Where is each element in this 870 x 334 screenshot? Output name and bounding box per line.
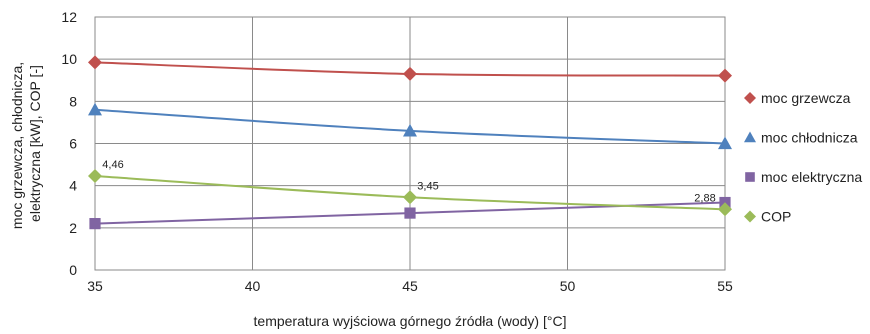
x-tick-label: 40 bbox=[245, 278, 261, 294]
data-point-moc-chlodnicza bbox=[88, 102, 102, 116]
x-tick-label: 45 bbox=[402, 278, 418, 294]
x-tick-label: 35 bbox=[87, 278, 103, 294]
x-tick-label: 50 bbox=[560, 278, 576, 294]
legend-label-moc-grzewcza: moc grzewcza bbox=[761, 90, 851, 106]
y-tick-label: 4 bbox=[69, 178, 77, 194]
data-point-cop bbox=[718, 202, 732, 217]
data-label: 2,88 bbox=[694, 192, 715, 204]
data-point-moc-chlodnicza bbox=[403, 123, 417, 137]
y-axis-label-line-2: elektryczna [kW], COP [-] bbox=[27, 65, 43, 222]
data-labels: 4,46 3,45 2,88 bbox=[102, 159, 715, 204]
data-point-moc-grzewcza bbox=[403, 66, 417, 81]
x-axis-ticks: 35 40 45 50 55 bbox=[87, 278, 733, 294]
legend-marker-moc-elektryczna bbox=[745, 172, 755, 182]
legend-marker-cop bbox=[744, 210, 756, 223]
legend-marker-moc-chlodnicza bbox=[744, 131, 756, 143]
legend-label-moc-chlodnicza: moc chłodnicza bbox=[761, 130, 858, 146]
data-point-moc-elektryczna bbox=[89, 218, 101, 230]
data-point-moc-grzewcza bbox=[88, 55, 102, 70]
data-label: 3,45 bbox=[417, 180, 438, 192]
legend-label-moc-elektryczna: moc elektryczna bbox=[761, 169, 862, 185]
y-axis-label-line-1: moc grzewcza, chłodnicza, bbox=[9, 62, 25, 229]
y-axis-ticks: 0 2 4 6 8 10 12 bbox=[61, 9, 77, 278]
series-group bbox=[88, 55, 732, 230]
y-axis-label: moc grzewcza, chłodnicza, elektryczna [k… bbox=[9, 58, 43, 229]
x-tick-label: 55 bbox=[717, 278, 733, 294]
legend-marker-moc-grzewcza bbox=[744, 92, 756, 104]
data-point-moc-elektryczna bbox=[404, 207, 416, 219]
legend: moc grzewcza moc chłodnicza moc elektryczn… bbox=[744, 90, 862, 225]
data-point-moc-chlodnicza bbox=[718, 136, 732, 150]
y-tick-label: 12 bbox=[61, 9, 77, 25]
y-tick-label: 2 bbox=[69, 220, 77, 236]
y-tick-label: 0 bbox=[69, 262, 77, 278]
grid bbox=[94, 16, 726, 271]
data-point-moc-grzewcza bbox=[718, 68, 732, 83]
x-axis-label: temperatura wyjściowa górnego źródła (wo… bbox=[254, 313, 567, 329]
data-point-cop bbox=[88, 168, 102, 183]
data-point-cop bbox=[403, 190, 417, 205]
data-label: 4,46 bbox=[102, 159, 123, 171]
y-tick-label: 10 bbox=[61, 51, 77, 67]
y-tick-label: 6 bbox=[69, 136, 77, 152]
y-tick-label: 8 bbox=[69, 93, 77, 109]
legend-label-cop: COP bbox=[761, 209, 791, 225]
